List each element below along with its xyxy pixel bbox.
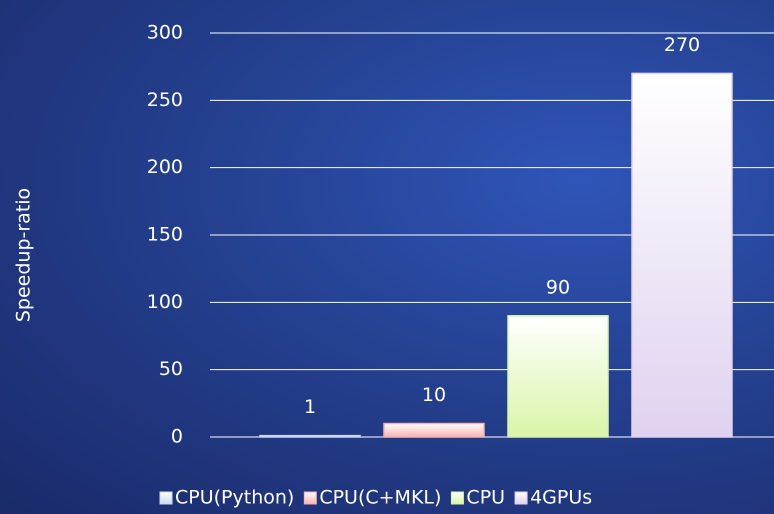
legend-swatch <box>450 491 464 505</box>
y-tick-label: 0 <box>171 426 183 448</box>
legend: CPU(Python) CPU(C+MKL) CPU 4GPUs <box>159 487 592 509</box>
bar <box>631 72 733 438</box>
y-tick-label: 100 <box>147 291 183 313</box>
y-tick-label: 250 <box>147 89 183 111</box>
legend-swatch <box>303 491 317 505</box>
legend-swatch <box>514 491 528 505</box>
data-label: 90 <box>546 276 570 298</box>
y-tick-label: 150 <box>147 224 183 246</box>
y-tick-label: 50 <box>159 358 183 380</box>
data-label: 10 <box>422 384 446 406</box>
bar <box>259 434 361 438</box>
legend-label: 4GPUs <box>530 487 592 509</box>
legend-label: CPU <box>466 487 505 509</box>
y-tick-label: 200 <box>147 156 183 178</box>
bar <box>507 315 609 438</box>
data-label: 1 <box>304 396 316 418</box>
legend-swatch <box>159 491 173 505</box>
bar <box>383 422 485 438</box>
legend-label: CPU(Python) <box>175 487 294 509</box>
data-label: 270 <box>664 34 700 56</box>
legend-label: CPU(C+MKL) <box>319 487 441 509</box>
y-tick-label: 300 <box>147 22 183 44</box>
y-axis-label: Speedup-ratio <box>13 188 35 322</box>
